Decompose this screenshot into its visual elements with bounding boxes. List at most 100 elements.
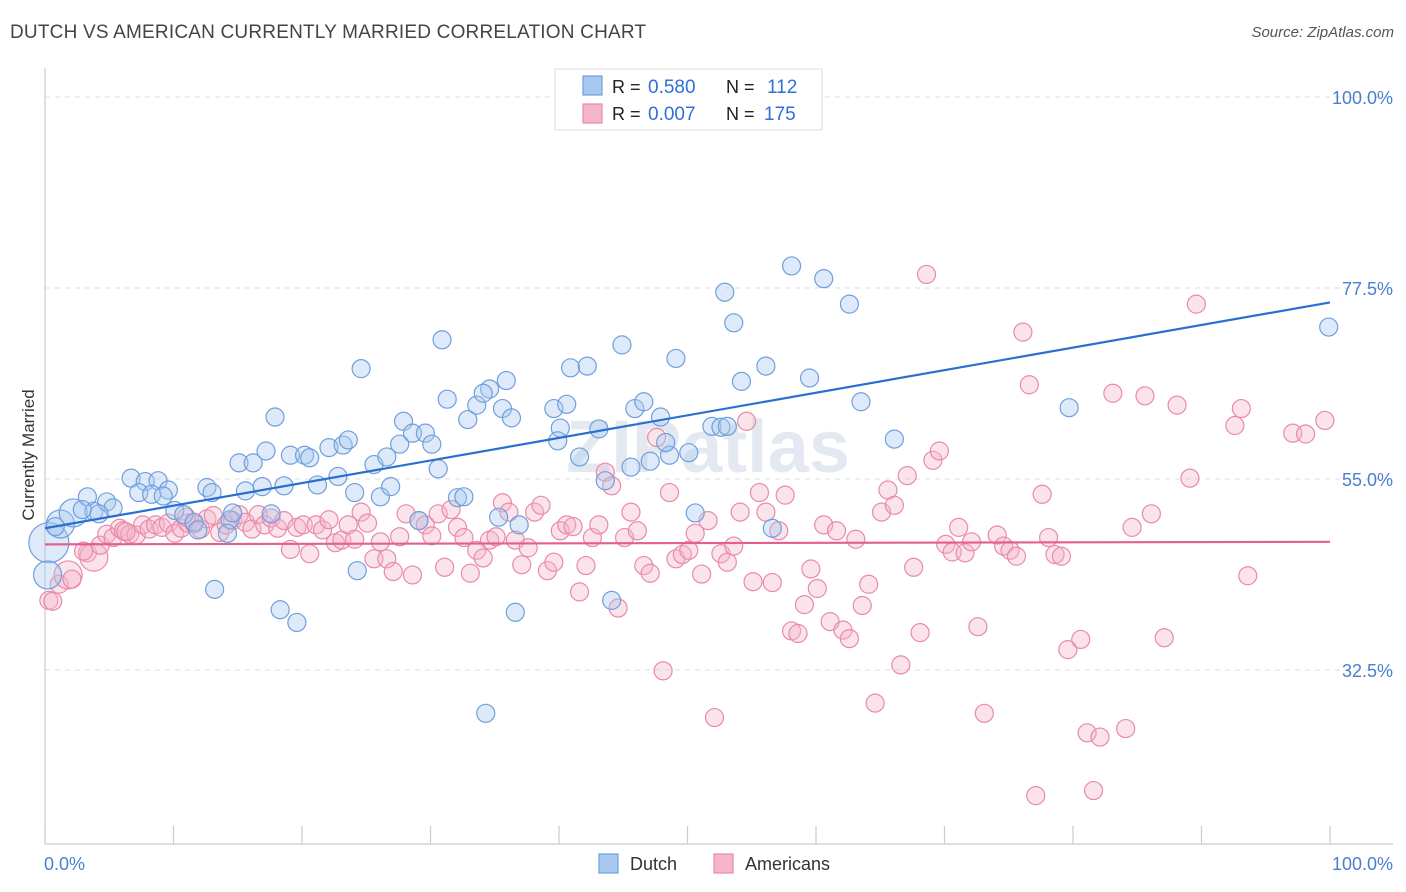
americans-point-134 — [904, 557, 924, 577]
dutch-point-22 — [223, 503, 243, 523]
dutch-point-39 — [333, 435, 353, 455]
dutch-point-29 — [265, 407, 285, 427]
americans-point-132 — [891, 655, 911, 675]
dutch-point-98 — [762, 518, 782, 538]
dutch-point-57 — [447, 488, 468, 508]
americans-point-47 — [345, 529, 365, 549]
x-tick-labels: 0.0% 100.0% — [44, 854, 1393, 874]
americans-point-92 — [634, 555, 654, 576]
dutch-point-19 — [205, 579, 225, 599]
americans-point-78 — [544, 552, 564, 572]
dutch-point-106 — [1319, 317, 1339, 337]
americans-point-119 — [807, 578, 827, 599]
americans-point-54 — [390, 527, 410, 547]
americans-point-96 — [659, 482, 680, 503]
americans-point-4 — [62, 569, 82, 589]
americans-point-117 — [794, 595, 815, 615]
americans-point-82 — [569, 582, 590, 602]
americans-point-76 — [531, 495, 551, 515]
americans-point-48 — [351, 502, 371, 522]
americans-point-94 — [647, 427, 667, 448]
americans-point-112 — [762, 572, 782, 593]
americans-point-6 — [79, 542, 109, 572]
americans-point-87 — [602, 476, 622, 496]
grid-lines — [45, 96, 1393, 671]
dutch-point-17 — [188, 520, 208, 540]
americans-point-107 — [730, 502, 750, 522]
americans-point-61 — [435, 557, 455, 577]
americans-point-139 — [936, 534, 956, 554]
americans-point-111 — [756, 502, 776, 522]
americans-point-149 — [1006, 546, 1027, 566]
americans-point-41 — [306, 515, 326, 535]
dutch-point-99 — [781, 256, 802, 276]
dutch-point-107 — [32, 560, 63, 590]
americans-point-56 — [402, 565, 423, 585]
americans-point-161 — [1090, 727, 1110, 747]
x-tick-label-1: 100.0% — [1332, 854, 1393, 874]
americans-point-137 — [923, 450, 943, 470]
americans-point-109 — [743, 572, 763, 592]
americans-point-49 — [357, 513, 378, 533]
trend-lines — [44, 301, 1331, 546]
dutch-point-90 — [685, 503, 705, 523]
dutch-point-83 — [634, 392, 654, 412]
americans-point-105 — [717, 552, 737, 572]
dutch-point-56 — [437, 389, 457, 409]
americans-point-154 — [1038, 527, 1059, 548]
dutch-point-58 — [454, 487, 474, 507]
dutch-point-75 — [577, 356, 597, 376]
dutch-point-70 — [544, 398, 564, 419]
dutch-point-94 — [715, 282, 735, 302]
dutch-point-42 — [347, 561, 367, 581]
americans-point-128 — [865, 693, 885, 713]
americans-point-142 — [955, 543, 975, 563]
americans-point-171 — [1225, 415, 1245, 436]
dutch-point-32 — [280, 445, 301, 465]
dutch-point-34 — [294, 445, 315, 465]
americans-point-43 — [319, 510, 339, 530]
y-tick-label-1: 55.0% — [1342, 470, 1393, 490]
dutch-point-97 — [756, 356, 776, 376]
dutch-point-47 — [381, 477, 401, 497]
dutch-point-45 — [370, 487, 390, 507]
dutch-point-21 — [217, 523, 238, 543]
americans-point-138 — [929, 441, 949, 461]
americans-point-70 — [492, 493, 513, 513]
americans-point-88 — [608, 598, 628, 618]
americans-point-153 — [1032, 484, 1052, 504]
americans-point-150 — [1013, 322, 1033, 342]
americans-point-118 — [801, 559, 821, 579]
dutch-point-55 — [432, 330, 452, 350]
dutch-point-43 — [351, 359, 371, 379]
dutch-point-52 — [415, 423, 435, 443]
chart-title: DUTCH VS AMERICAN CURRENTLY MARRIED CORR… — [10, 22, 647, 43]
dutch-point-23 — [229, 453, 249, 473]
dutch-legend-label: Dutch — [630, 854, 677, 874]
dutch-point-66 — [476, 703, 496, 723]
americans-point-145 — [974, 703, 994, 723]
americans-point-177 — [116, 522, 136, 542]
dutch-point-79 — [602, 590, 622, 610]
americans-point-176 — [1315, 410, 1335, 431]
americans-point-170 — [1186, 294, 1206, 314]
dutch-point-33 — [287, 612, 307, 633]
americans-point-60 — [428, 504, 448, 524]
americans-point-168 — [1167, 395, 1187, 415]
dutch-point-40 — [338, 430, 358, 450]
americans-point-93 — [640, 563, 660, 583]
dutch-point-80 — [612, 335, 632, 355]
americans-point-81 — [563, 516, 583, 537]
americans-point-65 — [460, 563, 480, 583]
dutch-point-100 — [799, 368, 820, 388]
dutch-point-87 — [656, 432, 676, 453]
dutch-point-96 — [731, 371, 752, 391]
dutch-point-77 — [548, 431, 568, 451]
americans-point-63 — [447, 517, 468, 537]
dutch-point-86 — [659, 445, 680, 465]
americans-point-85 — [589, 515, 609, 535]
dutch-bottom-swatch — [598, 853, 619, 874]
dutch-point-88 — [666, 348, 686, 369]
dutch-n-label: N = — [726, 77, 755, 97]
dutch-points — [28, 256, 1339, 723]
